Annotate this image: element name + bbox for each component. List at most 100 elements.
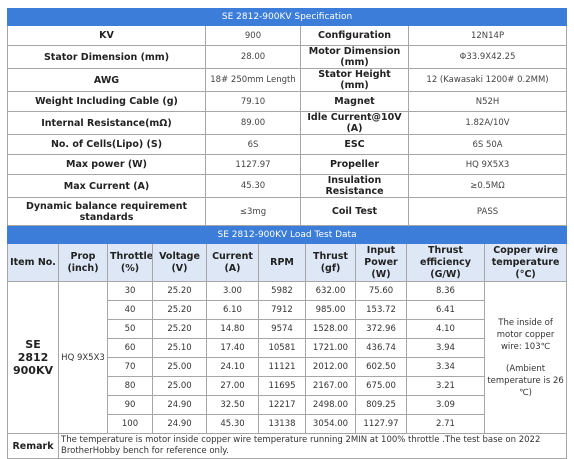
data-cell: 436.74 [355, 338, 407, 358]
spec-value: 900 [205, 25, 301, 46]
data-cell: 2012.00 [305, 357, 356, 377]
data-cell: 11695 [258, 376, 306, 396]
data-row: 80 25.00 27.00 11695 2167.00 675.00 3.21 [8, 376, 567, 396]
data-cell: 17.40 [206, 338, 259, 358]
spec-label: KV [7, 25, 206, 46]
data-cell: 24.10 [206, 357, 259, 377]
remark-text: The temperature is motor inside copper w… [57, 433, 568, 459]
spec-banner-row: SE 2812-900KV Specification [6, 8, 568, 26]
spec-label: Magnet [300, 91, 409, 112]
data-cell: 13138 [258, 414, 306, 434]
data-cell: 25.20 [152, 281, 207, 301]
spec-value: 6S [205, 134, 301, 155]
data-cell: 32.50 [206, 395, 259, 415]
spec-row: Weight Including Cable (g) 79.10 Magnet N52… [7, 91, 568, 112]
spec-value: 1.82A/10V [407, 111, 568, 135]
spec-value: 45.30 [205, 174, 301, 198]
spec-value: 18# 250mm Length [205, 68, 301, 92]
spec-value: Φ33.9X42.25 [407, 45, 568, 69]
data-cell: 25.10 [152, 338, 207, 358]
load-table: SE 2812-900KV Load Test Data Item No. Prop… [6, 226, 568, 459]
data-row: 50 25.20 14.80 9574 1528.00 372.96 4.10 [8, 319, 567, 339]
spec-row: Internal Resistance(mΩ) 89.00 Idle Current… [7, 111, 568, 135]
header-row: Item No. Prop (inch) Throttle (%) Voltage (… [7, 243, 568, 282]
data-cell: 1721.00 [305, 338, 356, 358]
spec-row: Max power (W) 1127.97 Propeller HQ 9X5X3 [7, 154, 568, 175]
data-cell: 12217 [258, 395, 306, 415]
spec-value: ≥0.5MΩ [407, 174, 568, 198]
spec-label: AWG [7, 68, 206, 92]
column-header: RPM [258, 243, 306, 282]
data-cell: 75.60 [355, 281, 407, 301]
data-cell: 25.20 [152, 319, 207, 339]
spec-label: Internal Resistance(mΩ) [7, 111, 206, 135]
data-cell: 985.00 [305, 300, 356, 320]
column-header: Thrust efficiency (G/W) [406, 243, 485, 282]
data-row: 90 24.90 32.50 12217 2498.00 809.25 3.09 [8, 395, 567, 415]
spec-row: KV 900 Configuration 12N14P [7, 25, 568, 46]
data-cell: 809.25 [355, 395, 407, 415]
data-cell: 3.21 [406, 376, 485, 396]
spec-label: Max power (W) [7, 154, 206, 175]
spec-label: Coil Test [300, 197, 409, 226]
spec-label: ESC [300, 134, 409, 155]
load-title: SE 2812-900KV Load Test Data [6, 226, 568, 244]
data-cell: 1528.00 [305, 319, 356, 339]
spec-label: Insulation Resistance [300, 174, 409, 198]
data-cell: 4.10 [406, 319, 485, 339]
spec-value: 6S 50A [407, 134, 568, 155]
data-cell: 100 [107, 414, 153, 434]
data-cell: 675.00 [355, 376, 407, 396]
data-cell: 45.30 [206, 414, 259, 434]
column-header: Throttle (%) [107, 243, 153, 282]
spec-row: Dynamic balance requirement standards ≤3m… [7, 197, 568, 226]
spec-value: N52H [407, 91, 568, 112]
data-cell: 3054.00 [305, 414, 356, 434]
data-cell: 25.00 [152, 357, 207, 377]
spec-row: Stator Dimension (mm) 28.00 Motor Dimensio… [7, 45, 568, 69]
spec-row: No. of Cells(Lipo) (S) 6S ESC 6S 50A [7, 134, 568, 155]
spec-value: HQ 9X5X3 [407, 154, 568, 175]
data-cell: 40 [107, 300, 153, 320]
spec-value: 1127.97 [205, 154, 301, 175]
data-cell: 3.94 [406, 338, 485, 358]
spec-label: Dynamic balance requirement standards [7, 197, 206, 226]
spec-label: Configuration [300, 25, 409, 46]
data-cell: 11121 [258, 357, 306, 377]
remark-row: Remark The temperature is motor inside co… [7, 433, 568, 459]
data-cell: 3.34 [406, 357, 485, 377]
data-cell: 6.10 [206, 300, 259, 320]
spec-value: 28.00 [205, 45, 301, 69]
data-cell: 50 [107, 319, 153, 339]
data-cell: 60 [107, 338, 153, 358]
data-cell: 9574 [258, 319, 306, 339]
spec-label: Idle Current@10V (A) [300, 111, 409, 135]
data-cell: 2167.00 [305, 376, 356, 396]
spec-label: Stator Dimension (mm) [7, 45, 206, 69]
data-cell: 25.20 [152, 300, 207, 320]
data-cell: 30 [107, 281, 153, 301]
spec-label: Weight Including Cable (g) [7, 91, 206, 112]
prop: HQ 9X5X3 [58, 281, 108, 434]
data-cell: 27.00 [206, 376, 259, 396]
data-row: 40 25.20 6.10 7912 985.00 153.72 6.41 [8, 300, 567, 320]
spec-label: Max Current (A) [7, 174, 206, 198]
data-cell: 7912 [258, 300, 306, 320]
data-cell: 80 [107, 376, 153, 396]
data-cell: 24.90 [152, 395, 207, 415]
data-cell: 632.00 [305, 281, 356, 301]
data-cell: 602.50 [355, 357, 407, 377]
column-header: Current (A) [206, 243, 259, 282]
data-row: SE 2812 900KV HQ 9X5X3 30 25.20 3.00 5982 632.… [7, 281, 568, 434]
column-header: Item No. [7, 243, 59, 282]
data-cell: 14.80 [206, 319, 259, 339]
data-cell: 372.96 [355, 319, 407, 339]
spec-row: AWG 18# 250mm Length Stator Height (mm) 12 … [7, 68, 568, 92]
load-banner-row: SE 2812-900KV Load Test Data [6, 226, 568, 244]
remark-label: Remark [7, 433, 59, 459]
data-cell: 8.36 [406, 281, 485, 301]
spec-value: 12N14P [407, 25, 568, 46]
spec-value: 12 (Kawasaki 1200# 0.2MM) [407, 68, 568, 92]
column-header: Prop (inch) [58, 243, 108, 282]
data-cell: 2.71 [406, 414, 485, 434]
